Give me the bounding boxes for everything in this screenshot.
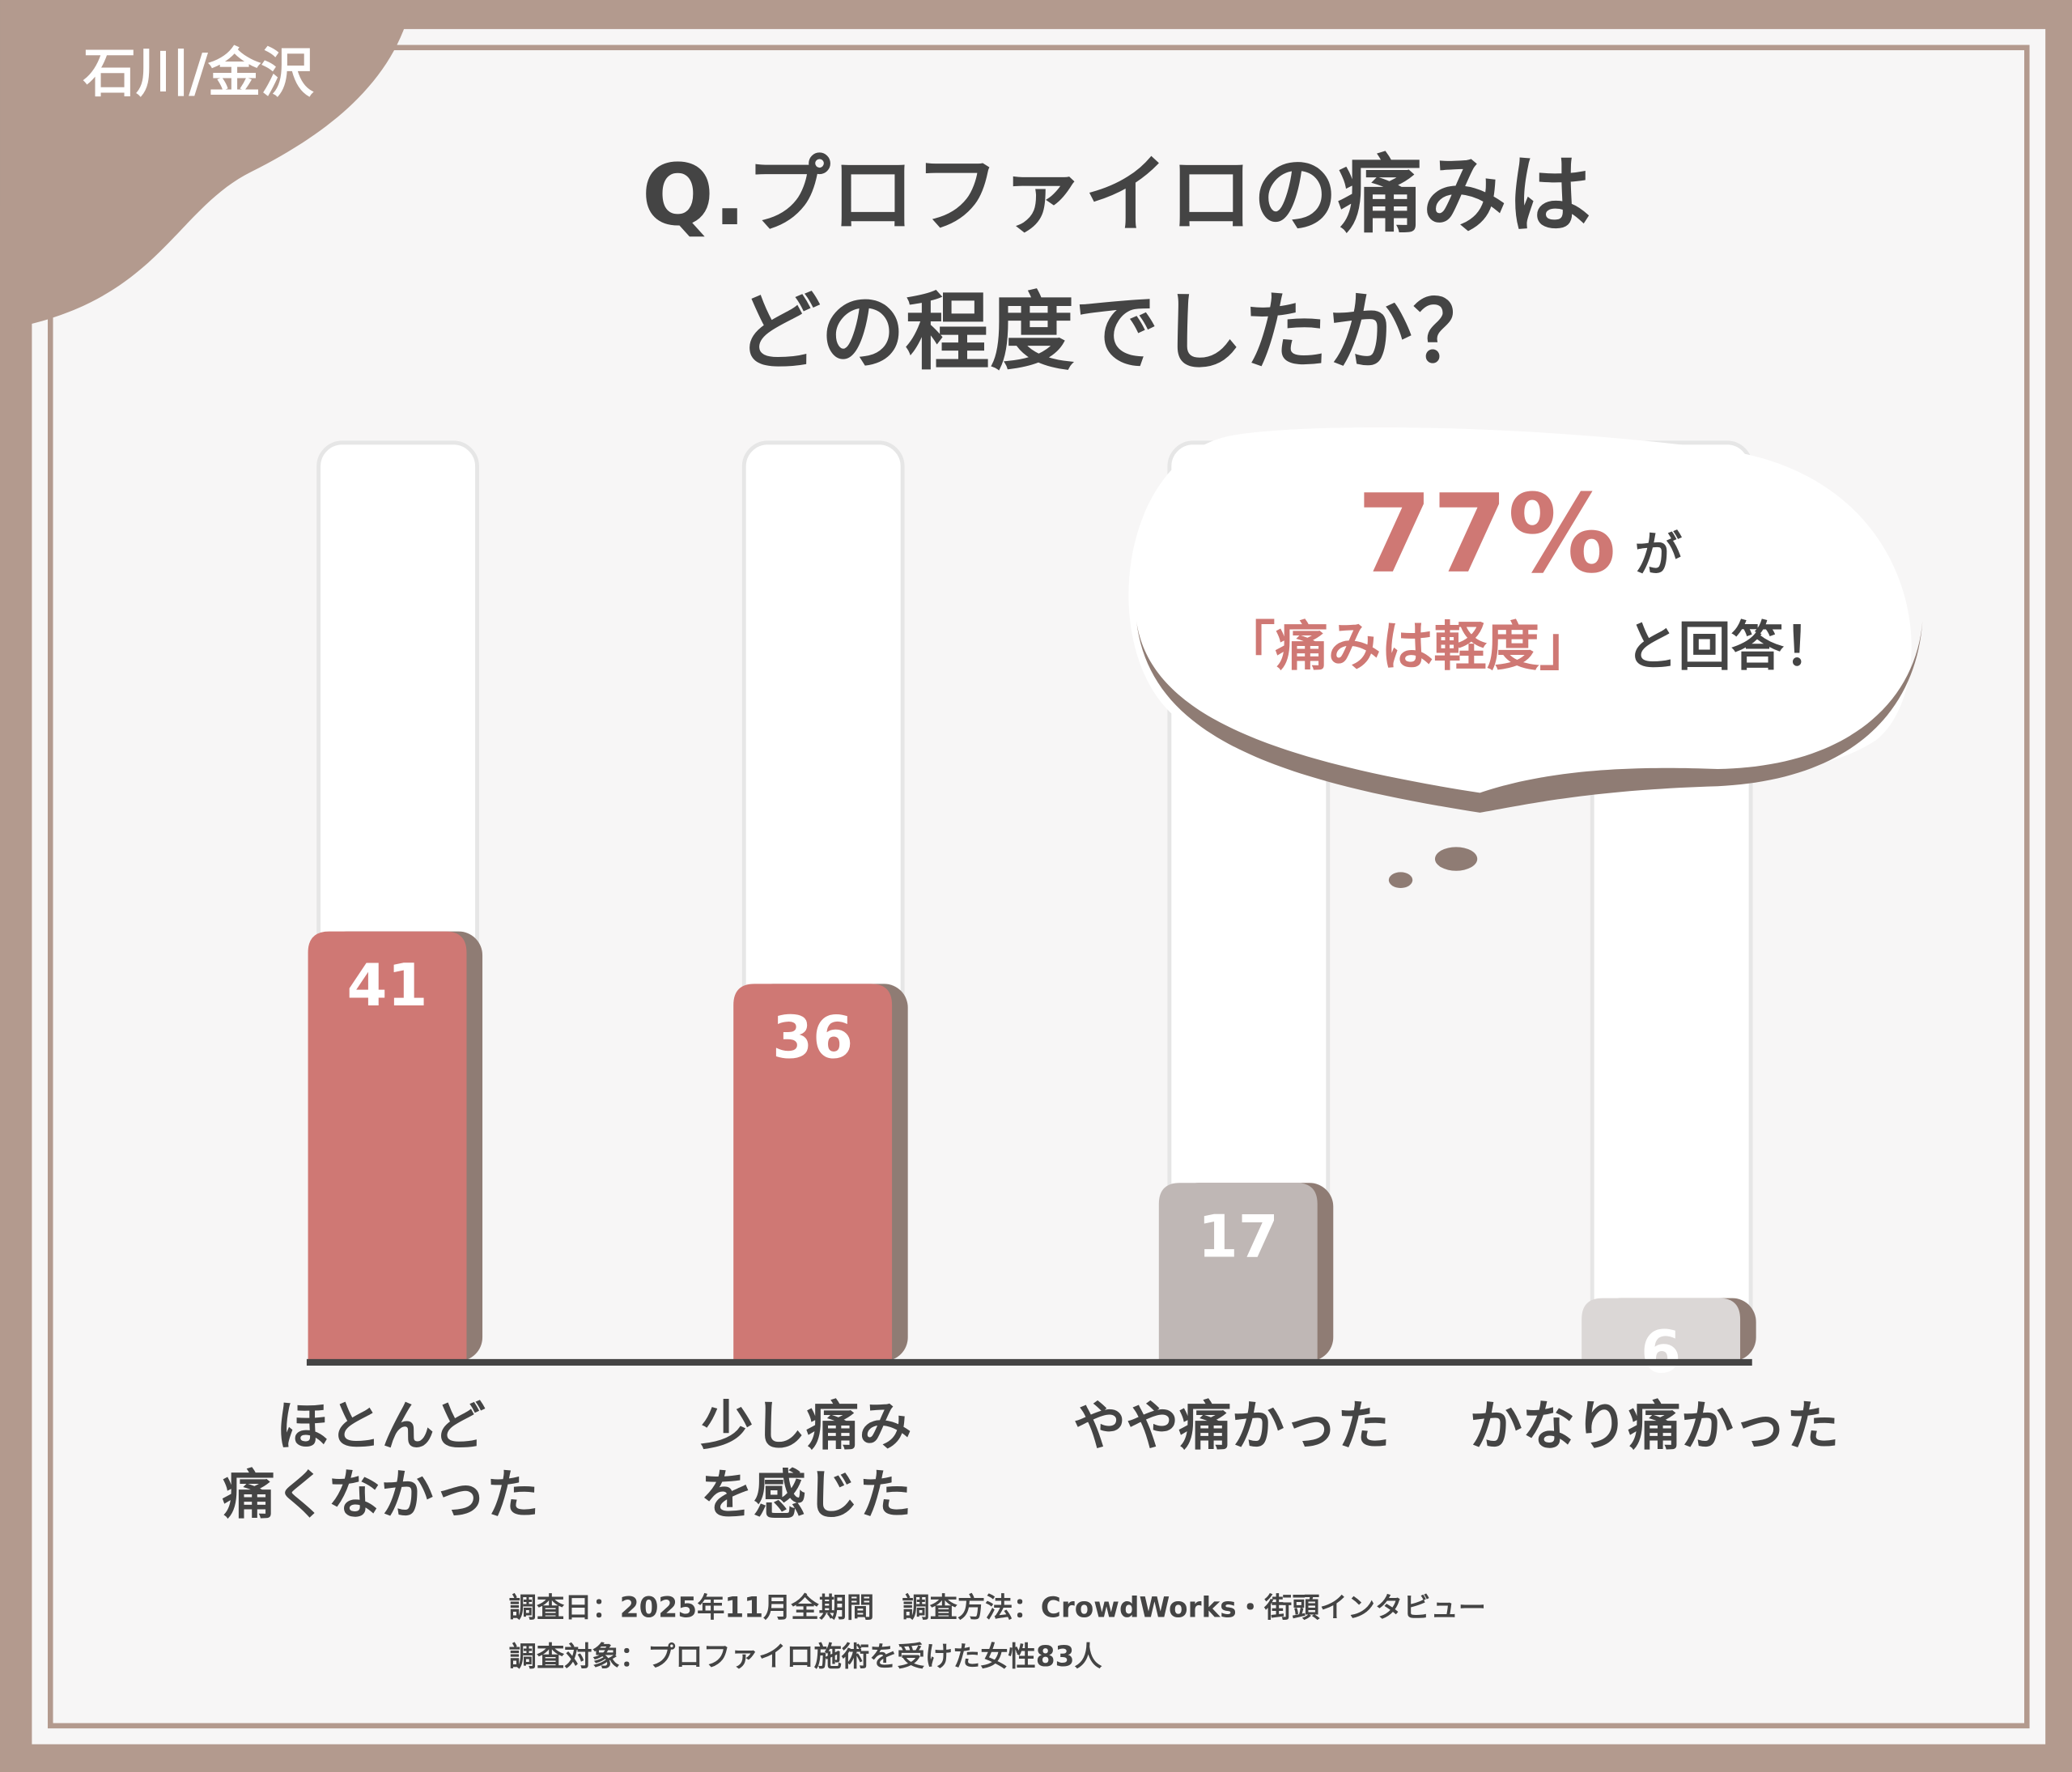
value-label: 41 <box>347 951 428 1019</box>
callout-rest: と回答！ <box>1625 616 1836 678</box>
callout-highlight: 「痛みは軽度」 <box>1222 616 1592 678</box>
callout-number: 77% <box>1357 471 1616 597</box>
value-label: 17 <box>1198 1203 1279 1271</box>
inner-border <box>47 45 2030 1729</box>
note: 調査日：2025年11月全期間 調査方法：CrowdWorks・街頭インタビュー <box>509 1592 1486 1625</box>
title: Q.プロファイロの痛みは <box>642 146 1591 244</box>
note: 調査対象：プロファイロ施術を受けた女性83人 <box>509 1641 1103 1673</box>
bar <box>1582 1298 1741 1362</box>
x-tick-label: かなり痛かった <box>1469 1396 1839 1457</box>
callout-bubble <box>1128 427 1912 810</box>
x-tick-label: ほとんど痛くなかった <box>223 1396 540 1526</box>
value-label: 6 <box>1641 1318 1681 1386</box>
corner-tag <box>0 0 413 331</box>
bar <box>1158 1183 1318 1362</box>
tag-text: 石川/金沢 <box>83 43 315 104</box>
bar <box>733 984 893 1362</box>
bar <box>308 931 467 1362</box>
value-label: 36 <box>772 1004 853 1072</box>
bubble-dot <box>1388 872 1413 888</box>
x-tick-label: 少し痛みを感じた <box>700 1396 911 1526</box>
x-tick-label: やや痛かった <box>1073 1396 1391 1457</box>
title: どの程度でしたか？ <box>736 283 1497 382</box>
callout-shadow <box>1136 621 1923 813</box>
bubble-dot <box>1434 847 1478 871</box>
callout-suffix: が <box>1634 526 1682 582</box>
